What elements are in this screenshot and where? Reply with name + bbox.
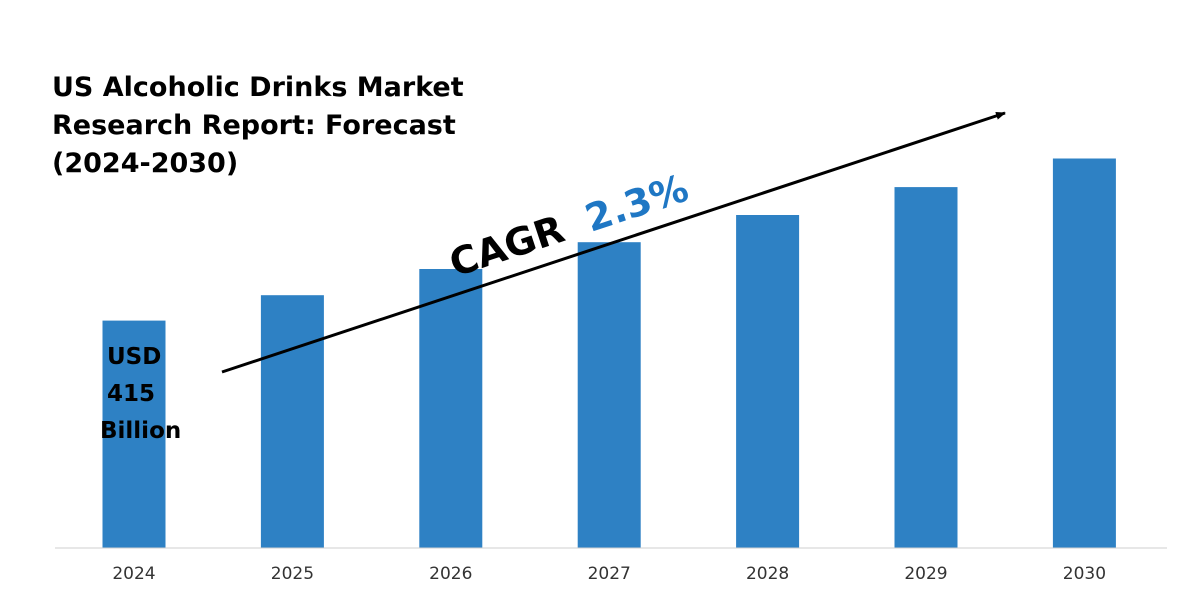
x-tick-label-2028: 2028 [746, 564, 789, 584]
cagr-prefix: CAGR [444, 207, 570, 286]
cagr-annotation: CAGR 2.3% [444, 166, 694, 286]
chart-title-line-1: US Alcoholic Drinks Market [52, 72, 464, 103]
bar-2026 [419, 269, 483, 548]
chart-title: US Alcoholic Drinks Market Research Repo… [52, 72, 473, 179]
x-tick-label-2029: 2029 [904, 564, 947, 584]
bars-group [102, 158, 1116, 548]
cagr-value: 2.3% [580, 166, 694, 241]
chart-title-line-2: Research Report: Forecast [52, 110, 456, 141]
chart-title-line-3: (2024-2030) [52, 148, 238, 179]
x-tick-label-2025: 2025 [271, 564, 314, 584]
x-tick-labels: 2024 2025 2026 2027 2028 2029 2030 [112, 564, 1106, 584]
x-tick-label-2027: 2027 [588, 564, 631, 584]
first-bar-value-label: USD 415 Billion [100, 344, 181, 444]
bar-2024 [102, 320, 166, 548]
bar-2030 [1052, 158, 1116, 548]
value-label-unit: Billion [100, 418, 181, 444]
x-tick-label-2030: 2030 [1063, 564, 1106, 584]
x-tick-label-2024: 2024 [112, 564, 155, 584]
x-tick-label-2026: 2026 [429, 564, 472, 584]
value-label-amount: 415 [107, 381, 155, 407]
bar-2028 [736, 215, 800, 548]
bar-2025 [260, 295, 324, 548]
value-label-currency: USD [107, 344, 161, 370]
cagr-arrow [221, 111, 1006, 374]
bar-2027 [577, 242, 641, 548]
bar-2029 [894, 187, 958, 548]
